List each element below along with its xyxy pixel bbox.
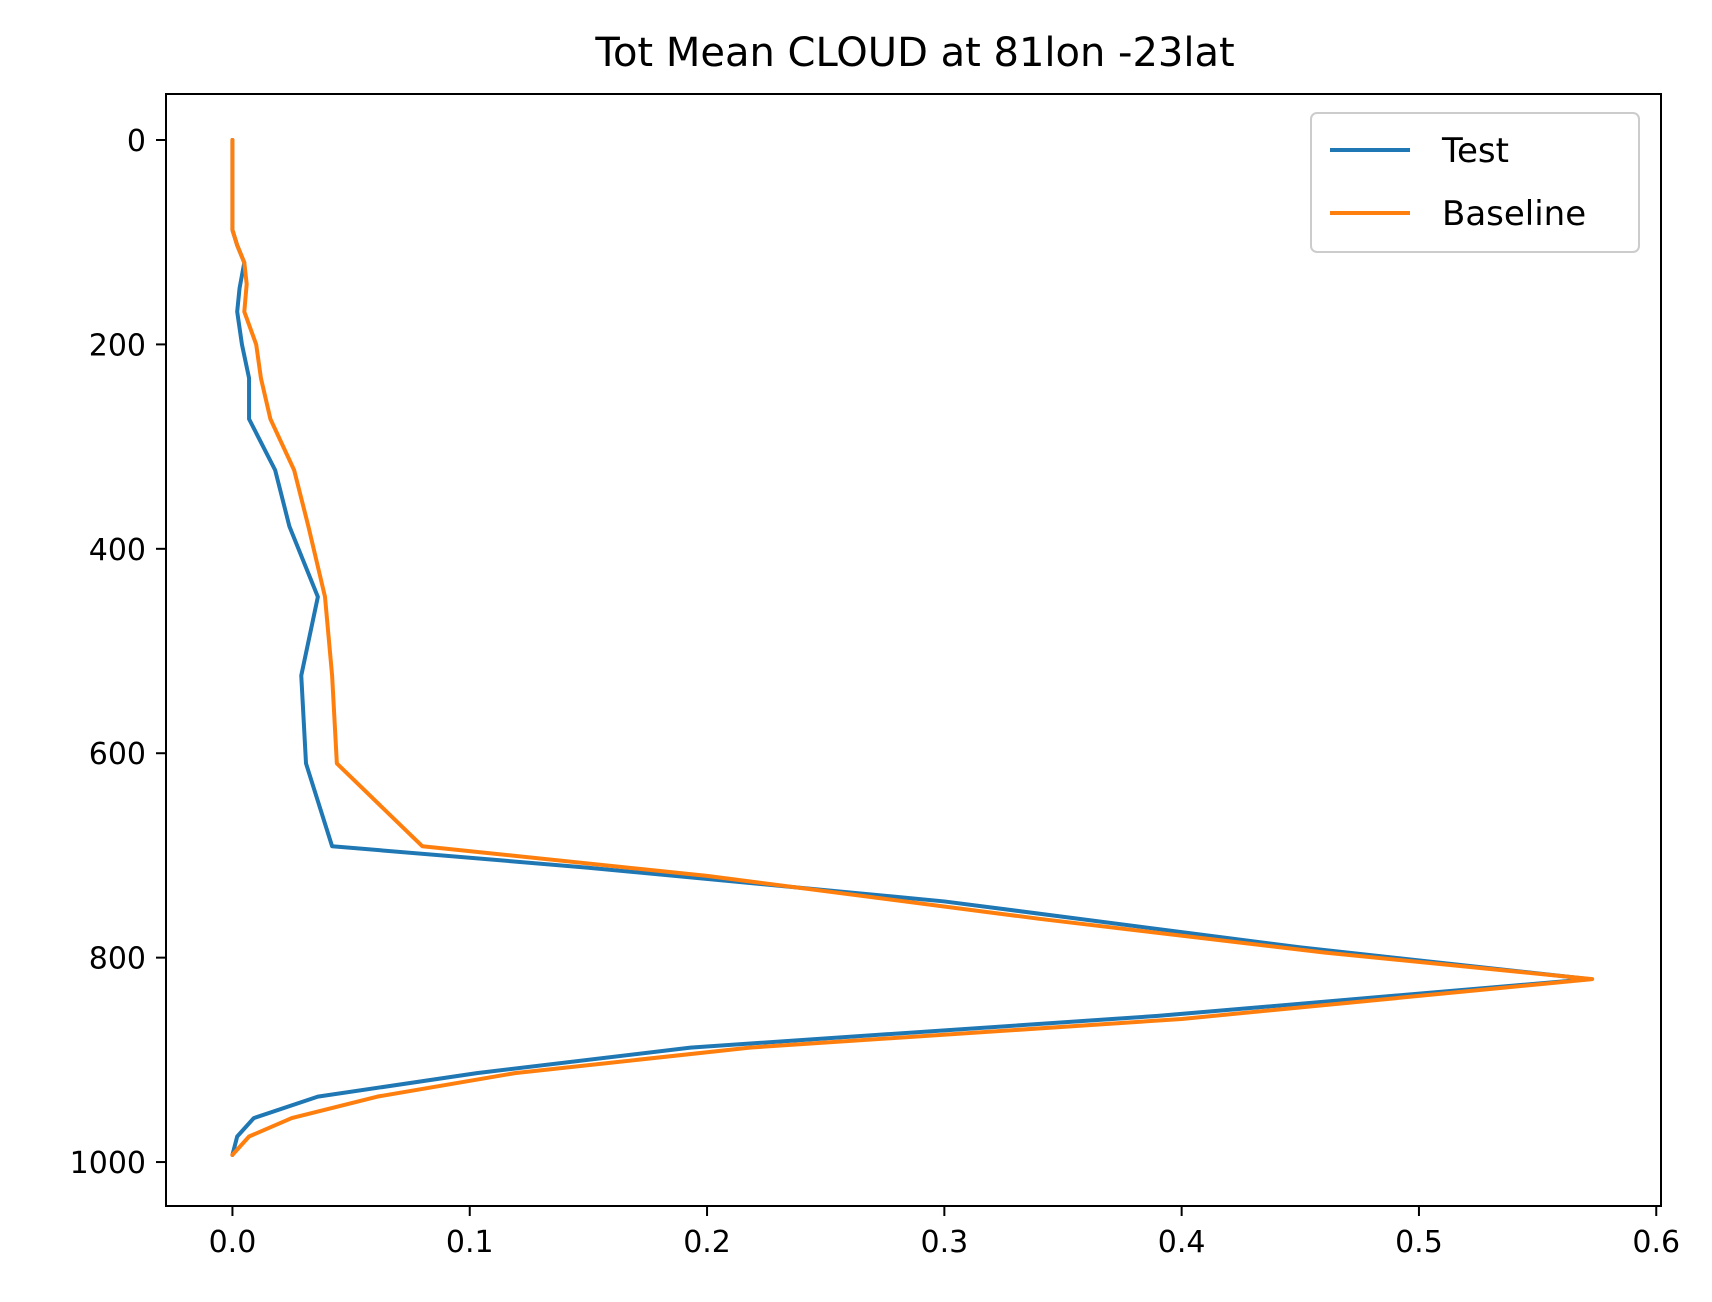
y-tick-label: 600 bbox=[89, 737, 146, 772]
legend-box bbox=[1310, 112, 1640, 253]
series-line-baseline bbox=[230, 137, 1595, 1157]
legend-label-baseline: Baseline bbox=[1442, 194, 1586, 234]
x-tick-label: 0.0 bbox=[209, 1225, 257, 1260]
y-tick-label: 800 bbox=[89, 942, 146, 977]
legend-label-test: Test bbox=[1441, 131, 1509, 171]
y-tick-label: 0 bbox=[127, 124, 146, 159]
y-tick-label: 400 bbox=[89, 533, 146, 568]
y-axis: 0 200 400 600 800 1000 bbox=[70, 124, 166, 1181]
series-lines bbox=[230, 137, 1595, 1157]
y-tick-label: 1000 bbox=[70, 1146, 146, 1181]
series-line-test bbox=[230, 137, 1592, 1157]
y-tick-label: 200 bbox=[89, 328, 146, 363]
legend: Test Baseline bbox=[1310, 112, 1640, 253]
x-tick-label: 0.1 bbox=[446, 1225, 494, 1260]
x-tick-label: 0.3 bbox=[920, 1225, 968, 1260]
plot-area-frame bbox=[165, 93, 1662, 1207]
x-tick-label: 0.5 bbox=[1395, 1225, 1443, 1260]
x-axis: 0.0 0.1 0.2 0.3 0.4 0.5 0.6 bbox=[209, 1206, 1680, 1260]
x-tick-label: 0.4 bbox=[1158, 1225, 1206, 1260]
x-tick-label: 0.6 bbox=[1632, 1225, 1680, 1260]
chart-title: Tot Mean CLOUD at 81lon -23lat bbox=[594, 30, 1234, 76]
x-tick-label: 0.2 bbox=[683, 1225, 731, 1260]
